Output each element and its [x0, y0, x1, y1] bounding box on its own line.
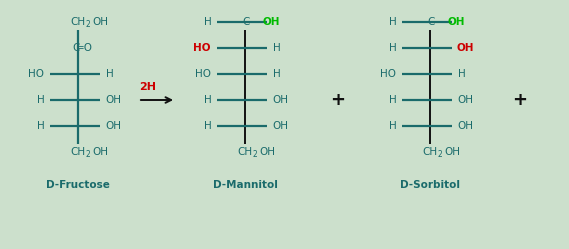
Text: OH: OH	[272, 121, 288, 131]
Text: H: H	[37, 121, 45, 131]
Text: OH: OH	[457, 95, 473, 105]
Text: D-Sorbitol: D-Sorbitol	[400, 180, 460, 190]
Text: HO: HO	[193, 43, 211, 53]
Text: +: +	[513, 91, 527, 109]
Text: 2H: 2H	[139, 82, 156, 92]
Text: H: H	[37, 95, 45, 105]
Text: CH: CH	[237, 147, 253, 157]
Text: H: H	[204, 95, 212, 105]
Text: D-Mannitol: D-Mannitol	[213, 180, 278, 190]
Text: H: H	[389, 121, 397, 131]
Text: HO: HO	[380, 69, 396, 79]
Text: OH: OH	[105, 121, 121, 131]
Text: C: C	[242, 17, 250, 27]
Text: CH: CH	[71, 147, 85, 157]
Text: 2: 2	[86, 20, 90, 29]
Text: H: H	[273, 43, 281, 53]
Text: OH: OH	[92, 147, 108, 157]
Text: H: H	[106, 69, 114, 79]
Text: OH: OH	[92, 17, 108, 27]
Text: OH: OH	[105, 95, 121, 105]
Text: CH: CH	[71, 17, 85, 27]
Text: CH: CH	[422, 147, 438, 157]
Text: HO: HO	[28, 69, 44, 79]
Text: +: +	[331, 91, 345, 109]
Text: 2: 2	[438, 150, 443, 159]
Text: OH: OH	[263, 17, 281, 27]
Text: C: C	[72, 43, 80, 53]
Text: OH: OH	[272, 95, 288, 105]
Text: H: H	[389, 95, 397, 105]
Text: OH: OH	[448, 17, 465, 27]
Text: H: H	[204, 17, 212, 27]
Text: H: H	[389, 17, 397, 27]
Text: OH: OH	[444, 147, 460, 157]
Text: H: H	[273, 69, 281, 79]
Text: OH: OH	[259, 147, 275, 157]
Text: =O: =O	[76, 43, 93, 53]
Text: 2: 2	[86, 150, 90, 159]
Text: H: H	[204, 121, 212, 131]
Text: D-Fructose: D-Fructose	[46, 180, 110, 190]
Text: HO: HO	[195, 69, 211, 79]
Text: H: H	[389, 43, 397, 53]
Text: OH: OH	[457, 43, 475, 53]
Text: H: H	[458, 69, 466, 79]
Text: C: C	[427, 17, 435, 27]
Text: OH: OH	[457, 121, 473, 131]
Text: 2: 2	[253, 150, 258, 159]
